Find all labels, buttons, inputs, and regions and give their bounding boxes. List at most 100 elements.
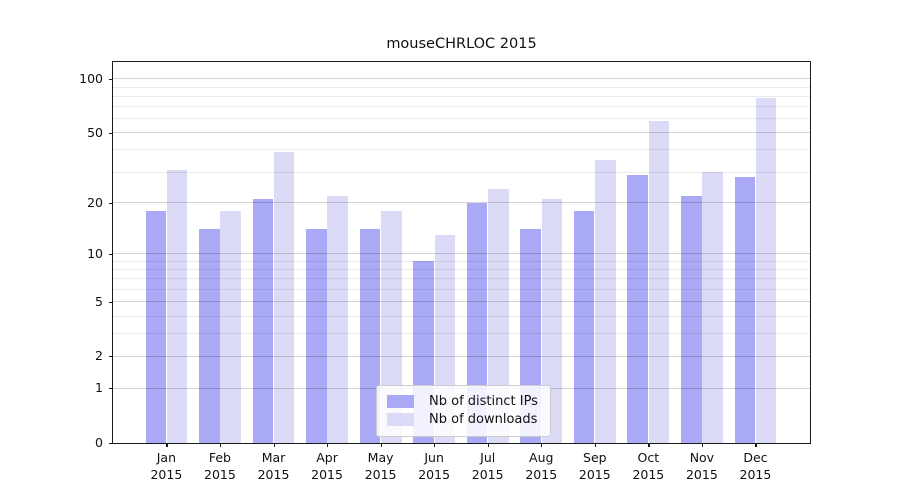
x-tick-label-feb: Feb 2015 [190, 450, 250, 483]
y-tick-mark-0 [109, 443, 113, 445]
x-tick-month: Sep [583, 450, 607, 465]
x-tick-month: Dec [743, 450, 768, 465]
x-tick-label-oct: Oct 2015 [618, 450, 678, 483]
y-tick-mark-50 [109, 132, 113, 134]
x-tick-mark-sep [594, 443, 596, 447]
x-tick-year: 2015 [364, 466, 397, 482]
x-tick-year: 2015 [204, 466, 236, 482]
y-tick-label-20: 20 [87, 194, 103, 210]
x-tick-mark-dec [755, 443, 757, 447]
gridline-60 [113, 118, 810, 120]
y-tick-label-2: 2 [95, 348, 103, 364]
bar-distinct-ips-feb [199, 229, 220, 443]
x-tick-label-mar: Mar 2015 [244, 450, 304, 483]
bar-distinct-ips-jul [466, 202, 488, 443]
x-tick-month: Mar [261, 450, 286, 465]
x-tick-label-apr: Apr 2015 [297, 450, 357, 483]
gridline-40 [113, 149, 810, 151]
bar-downloads-sep [595, 160, 616, 443]
y-tick-mark-2 [109, 356, 113, 358]
x-tick-month: Jan [156, 450, 177, 465]
x-tick-mark-feb [219, 443, 222, 447]
gridline-70 [113, 106, 810, 108]
legend-label-distinct-ips: Nb of distinct IPs [429, 394, 538, 409]
gridline-80 [113, 95, 810, 97]
bar-downloads-apr [327, 195, 348, 443]
x-tick-label-may: May 2015 [351, 450, 411, 483]
bar-downloads-nov [702, 172, 723, 443]
bar-downloads-mar [273, 151, 295, 443]
bar-distinct-ips-jan [145, 210, 166, 443]
gridline-90 [113, 86, 810, 88]
x-tick-year: 2015 [578, 466, 611, 482]
y-tick-label-5: 5 [95, 293, 103, 309]
x-tick-year: 2015 [685, 466, 718, 482]
legend: Nb of distinct IPs Nb of downloads [376, 384, 551, 437]
x-tick-mark-jan [166, 443, 168, 447]
x-tick-mark-oct [648, 443, 650, 447]
legend-item-downloads: Nb of downloads [387, 412, 538, 427]
y-tick-mark-20 [109, 202, 113, 204]
legend-swatch-distinct-ips [387, 395, 414, 408]
x-tick-mark-mar [273, 443, 275, 447]
bar-downloads-feb [220, 210, 241, 443]
bar-distinct-ips-apr [306, 229, 327, 443]
x-tick-year: 2015 [257, 466, 290, 482]
x-tick-mark-aug [541, 443, 543, 447]
legend-label-downloads: Nb of downloads [429, 411, 538, 427]
y-tick-mark-100 [109, 78, 113, 80]
x-tick-mark-jun [434, 443, 436, 447]
x-tick-label-aug: Aug 2015 [511, 450, 571, 483]
x-tick-mark-nov [701, 443, 704, 447]
y-tick-mark-10 [109, 253, 113, 255]
x-tick-year: 2015 [311, 466, 343, 482]
y-tick-label-10: 10 [87, 245, 103, 261]
x-tick-year: 2015 [150, 466, 183, 482]
x-tick-month: May [367, 450, 394, 465]
bar-distinct-ips-dec [734, 177, 756, 443]
x-tick-label-nov: Nov 2015 [672, 450, 732, 483]
x-tick-label-jul: Jul 2015 [458, 450, 518, 483]
x-tick-month: Apr [316, 450, 338, 465]
y-tick-label-1: 1 [95, 380, 103, 396]
x-tick-month: Oct [637, 450, 660, 465]
y-tick-label-50: 50 [87, 124, 103, 140]
legend-item-distinct-ips: Nb of distinct IPs [387, 394, 538, 409]
x-tick-mark-jul [487, 443, 489, 447]
x-tick-month: Nov [689, 450, 715, 465]
x-tick-label-jan: Jan 2015 [136, 450, 196, 483]
x-tick-year: 2015 [471, 466, 504, 482]
bar-downloads-oct [648, 121, 670, 443]
x-tick-mark-may [380, 443, 382, 447]
x-tick-month: Jun [424, 450, 444, 465]
gridline-100 [113, 78, 810, 80]
x-tick-label-sep: Sep 2015 [565, 450, 625, 483]
x-tick-year: 2015 [739, 466, 772, 482]
y-tick-mark-5 [109, 301, 113, 303]
bar-downloads-dec [755, 98, 777, 443]
y-tick-mark-1 [109, 388, 113, 390]
x-tick-year: 2015 [632, 466, 665, 482]
y-tick-label-0: 0 [95, 435, 103, 450]
gridline-50 [113, 132, 810, 134]
chart-title: mouseCHRLOC 2015 [386, 36, 537, 52]
bar-distinct-ips-mar [252, 199, 274, 443]
bar-distinct-ips-nov [681, 195, 702, 443]
bar-distinct-ips-may [359, 229, 381, 443]
y-tick-label-100: 100 [79, 70, 103, 86]
legend-swatch-downloads [387, 412, 414, 426]
x-tick-month: Feb [208, 450, 231, 465]
x-tick-month: Jul [480, 450, 496, 465]
x-tick-mark-apr [327, 443, 329, 447]
plot-area: Nb of distinct IPs Nb of downloads [112, 61, 811, 444]
bar-distinct-ips-oct [627, 174, 648, 443]
x-tick-label-jun: Jun 2015 [404, 450, 464, 483]
bar-downloads-aug [541, 199, 563, 443]
bar-downloads-jan [166, 169, 188, 443]
bar-downloads-jul [488, 189, 509, 443]
x-tick-year: 2015 [418, 466, 451, 482]
x-tick-label-dec: Dec 2015 [725, 450, 785, 483]
x-tick-month: Aug [529, 450, 554, 465]
x-tick-year: 2015 [525, 466, 558, 482]
